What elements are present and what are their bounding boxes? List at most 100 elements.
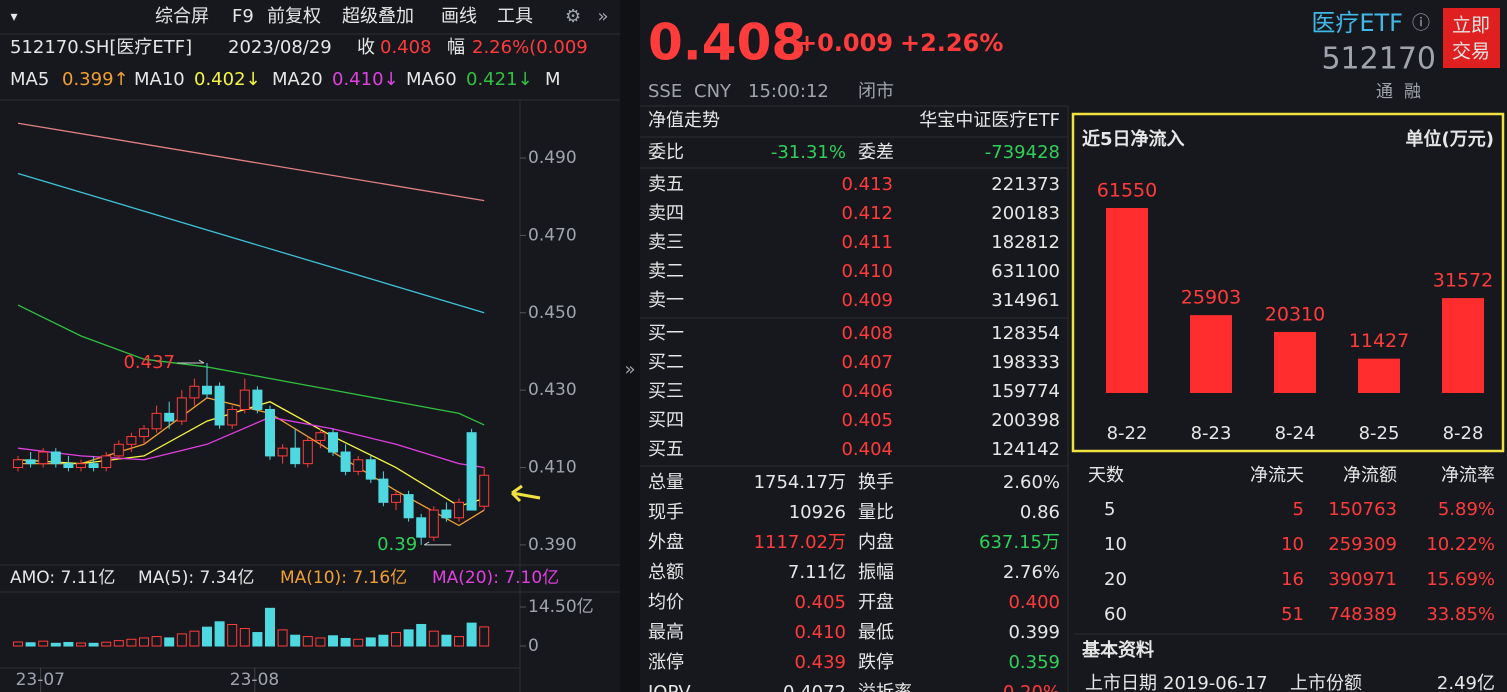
level-label: 买二 — [648, 352, 684, 373]
candle-body — [239, 389, 250, 410]
volume-bar — [403, 629, 414, 647]
level-price: 0.404 — [841, 439, 893, 460]
flow-frame — [1071, 112, 1505, 453]
row-label: 委差 — [858, 142, 894, 163]
volume-bar — [277, 629, 288, 647]
change-pct: +2.26% — [900, 29, 1003, 57]
level-label: 买一 — [648, 323, 684, 344]
candle-body — [13, 459, 23, 469]
stat-label: 总额 — [648, 562, 684, 583]
level-label: 卖一 — [648, 290, 684, 311]
volume-bar — [239, 628, 250, 647]
toolbar-button[interactable]: F9 — [232, 6, 254, 27]
flow-date: 8-25 — [1359, 423, 1400, 444]
table-cell: 5 — [1104, 499, 1115, 520]
table-header: 净流额 — [1343, 465, 1397, 486]
security-code: 512170 — [1321, 42, 1436, 77]
candle-body — [189, 385, 200, 399]
legend-value: 0.399↑ — [62, 69, 129, 90]
table-header: 净流率 — [1441, 465, 1495, 486]
legend-name: MA20 — [272, 69, 323, 90]
info-cell: 2.49亿 — [1437, 673, 1495, 692]
stat-label: 总量 — [648, 472, 684, 493]
volume-bar — [126, 638, 137, 647]
tab[interactable]: 净值走势 — [648, 110, 720, 131]
volume-bar — [391, 632, 401, 647]
stat-label: 振幅 — [858, 562, 894, 583]
row-value: -739428 — [985, 142, 1060, 163]
table-cell: 15.69% — [1426, 569, 1495, 590]
ma-line — [17, 172, 485, 314]
info-icon[interactable]: ⓘ — [1412, 13, 1430, 34]
flow-date: 8-23 — [1191, 423, 1232, 444]
candle-body — [25, 459, 36, 465]
menu-icon[interactable]: ▾ — [10, 9, 17, 25]
y-tick-label: 14.50亿 — [528, 597, 594, 617]
volume-bar — [454, 636, 464, 647]
x-tick-label: 23-08 — [230, 670, 279, 690]
stat-label: 量比 — [858, 502, 894, 523]
candle-body — [76, 463, 86, 469]
toolbar-button[interactable]: 超级叠加 — [342, 6, 414, 27]
volume-bar — [13, 641, 23, 647]
volume-bar — [38, 640, 49, 647]
info-cell: 2019-06-17 — [1163, 673, 1268, 692]
volume-bar — [63, 642, 74, 647]
toolbar-button[interactable]: 画线 — [441, 6, 477, 27]
flow-bar — [1442, 298, 1484, 393]
level-label: 买三 — [648, 381, 684, 402]
flow-unit: 单位(万元) — [1406, 128, 1494, 150]
table-cell: 748389 — [1328, 604, 1397, 625]
table-cell: 10.22% — [1426, 534, 1495, 555]
volume-bar — [428, 630, 439, 647]
stat-value: 10926 — [789, 502, 846, 523]
volume-bar — [139, 637, 149, 647]
volume-bar — [416, 623, 427, 647]
volume-bar — [214, 621, 225, 647]
security-name: 医疗ETF — [1311, 9, 1403, 37]
quote-info: 收 — [357, 37, 375, 58]
stat-value: 0.399 — [1008, 622, 1060, 643]
toolbar-button[interactable]: 综合屏 — [155, 6, 209, 27]
volume-bar — [302, 636, 313, 647]
candle-body — [176, 397, 187, 422]
stat-label: 均价 — [648, 592, 684, 613]
toolbar-button[interactable]: 前复权 — [267, 6, 321, 27]
trade-label[interactable]: 交易 — [1452, 41, 1490, 63]
level-price: 0.407 — [841, 352, 893, 373]
stat-label: 最高 — [648, 622, 684, 643]
trade-button[interactable] — [1443, 8, 1500, 68]
flow-value: 11427 — [1349, 330, 1409, 352]
candle-body — [365, 459, 376, 480]
trade-label[interactable]: 立即 — [1452, 15, 1490, 37]
flow-bar — [1190, 315, 1232, 393]
flow-value: 31572 — [1433, 270, 1493, 292]
legend-value: 0.421↓ — [466, 69, 533, 90]
settings-icon[interactable]: ⚙ — [565, 6, 581, 27]
more-icon[interactable]: » — [597, 6, 608, 27]
flow-bar — [1106, 208, 1148, 393]
toolbar-button[interactable]: 工具 — [497, 6, 533, 27]
info-cell: 上市日期 — [1085, 673, 1157, 692]
volume-bar — [101, 641, 112, 647]
candle-body — [214, 385, 225, 426]
tab[interactable]: 华宝中证医疗ETF — [919, 110, 1060, 131]
candle-body — [126, 436, 137, 445]
candle-body — [252, 389, 263, 410]
level-label: 卖五 — [648, 174, 684, 195]
splitter[interactable] — [620, 0, 640, 692]
volume-bar — [290, 634, 301, 647]
stat-value: 0.410 — [794, 622, 846, 643]
volume-bar — [365, 637, 376, 647]
level-volume: 198333 — [991, 352, 1060, 373]
stat-label: 溢折率 — [858, 682, 912, 692]
flow-date: 8-24 — [1275, 423, 1316, 444]
expand-icon[interactable]: » — [624, 359, 635, 380]
info-cell: 上市份额 — [1290, 673, 1362, 692]
table-cell: 16 — [1281, 569, 1304, 590]
candle-body — [277, 447, 288, 457]
candle-body — [164, 412, 175, 422]
level-volume: 128354 — [991, 323, 1060, 344]
flag: 融 — [1404, 82, 1421, 102]
quote-info: 2.26%(0.009 — [472, 37, 588, 58]
